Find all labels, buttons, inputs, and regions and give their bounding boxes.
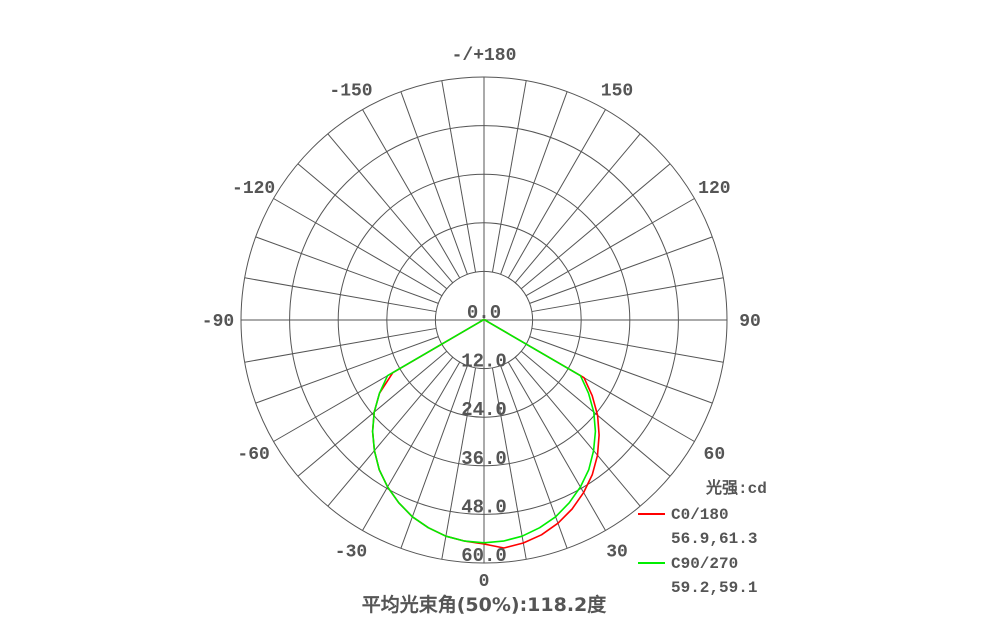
grid-spoke — [529, 336, 713, 404]
grid-spoke — [244, 277, 437, 313]
grid-spoke — [529, 236, 713, 304]
radial-label: 48.0 — [461, 496, 507, 518]
radial-label: 12.0 — [461, 351, 507, 373]
angle-label: -60 — [237, 445, 269, 465]
angle-labels: -/+180 150 120 90 60 30 0 -30 -60 -90 -120 -150 — [202, 46, 761, 592]
grid-spoke — [531, 277, 724, 313]
grid-spoke — [255, 336, 439, 404]
grid-spoke — [525, 198, 695, 297]
grid-spoke — [514, 133, 641, 284]
grid-spoke — [507, 361, 606, 531]
legend: 光强:cd C0/180 56.9,61.3 C90/270 59.2,59.1 — [638, 478, 767, 597]
radial-labels: 0.0 12.0 24.0 36.0 48.0 60.0 — [461, 302, 507, 567]
grid-spoke — [362, 361, 461, 531]
angle-label: 90 — [739, 312, 761, 332]
chart-title: 平均光束角(50%):118.2度 — [362, 593, 608, 616]
grid-spoke — [273, 198, 443, 297]
radial-label: 60.0 — [461, 545, 507, 567]
angle-label: 120 — [698, 179, 730, 199]
grid-spoke — [441, 80, 477, 273]
intensity-curves — [371, 319, 600, 549]
grid-spoke — [400, 91, 468, 275]
grid-spoke — [514, 356, 641, 507]
grid-spoke — [491, 367, 527, 560]
grid-spoke — [500, 91, 568, 275]
grid-spoke — [297, 350, 448, 477]
grid-spoke — [500, 365, 568, 549]
angle-label: 0 — [479, 572, 490, 592]
legend-detail-c90: 59.2,59.1 — [671, 579, 757, 597]
radial-label: 24.0 — [461, 399, 507, 421]
angle-label: -150 — [329, 82, 372, 102]
grid-spoke — [400, 365, 468, 549]
angle-label: 30 — [606, 542, 628, 562]
angle-label: -120 — [232, 179, 275, 199]
polar-grid — [240, 76, 728, 564]
legend-unit: 光强:cd — [705, 478, 767, 498]
angle-label: 60 — [704, 445, 726, 465]
angle-label: 150 — [601, 82, 633, 102]
radial-label: 0.0 — [467, 302, 501, 324]
legend-detail-c0: 56.9,61.3 — [671, 530, 757, 548]
grid-spoke — [520, 350, 671, 477]
grid-spoke — [441, 367, 477, 560]
grid-spoke — [491, 80, 527, 273]
series-curve-1 — [371, 319, 597, 544]
angle-label: -/+180 — [452, 46, 517, 66]
grid-spoke — [255, 236, 439, 304]
grid-spoke — [244, 327, 437, 363]
grid-spoke — [327, 133, 454, 284]
grid-spoke — [362, 109, 461, 279]
grid-spoke — [297, 163, 448, 290]
legend-label-c0: C0/180 — [671, 506, 729, 524]
grid-spoke — [327, 356, 454, 507]
grid-spoke — [507, 109, 606, 279]
angle-label: -30 — [335, 542, 367, 562]
grid-spoke — [531, 327, 724, 363]
radial-label: 36.0 — [461, 448, 507, 470]
angle-label: -90 — [202, 312, 234, 332]
legend-label-c90: C90/270 — [671, 555, 738, 573]
grid-spoke — [520, 163, 671, 290]
